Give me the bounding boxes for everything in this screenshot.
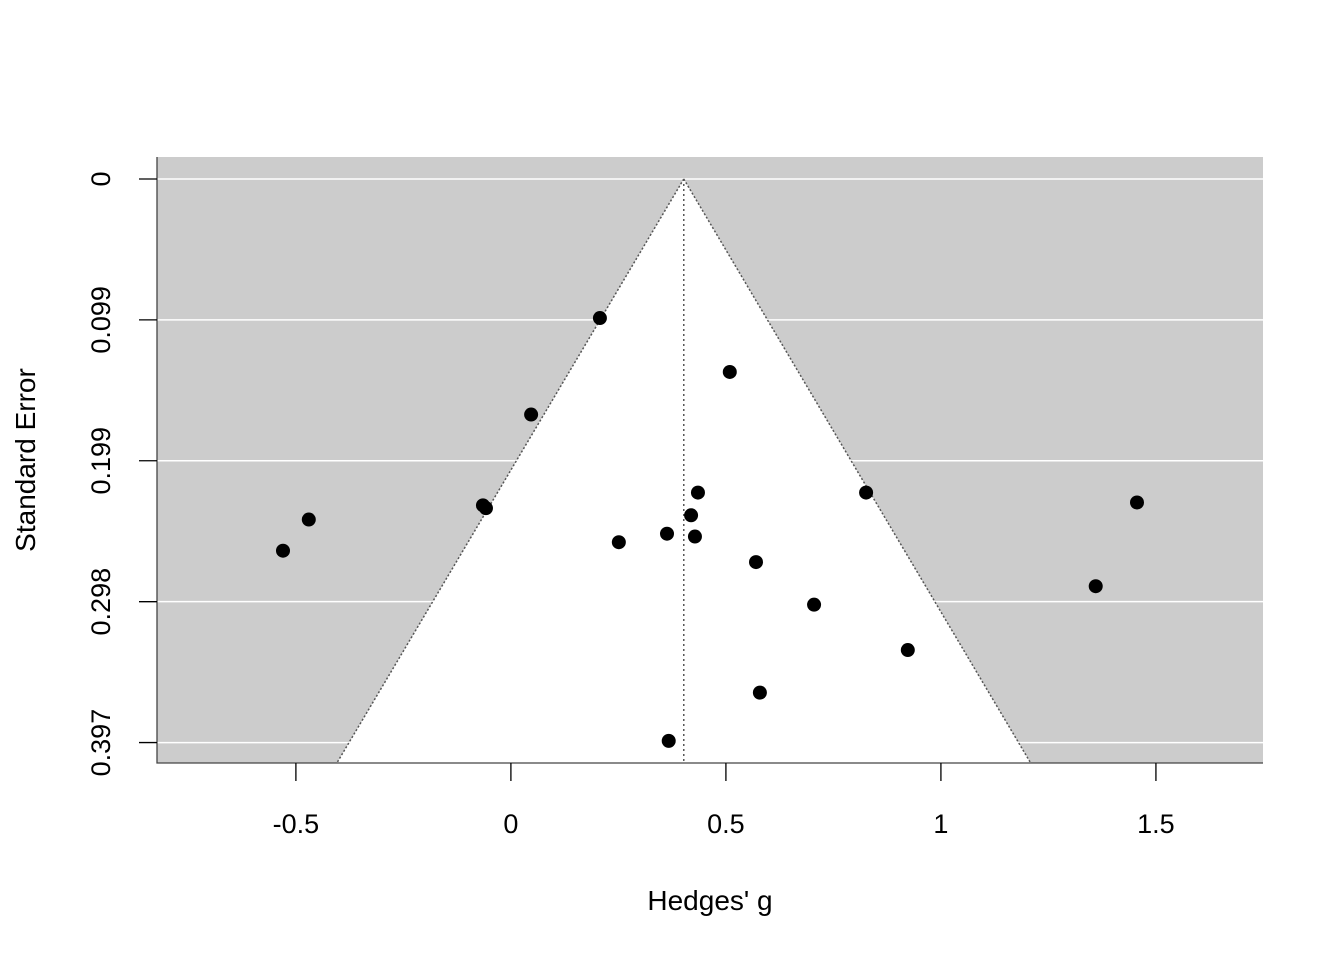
y-tick-label: 0.397 — [86, 709, 116, 777]
data-point — [752, 685, 767, 700]
data-point — [659, 526, 674, 541]
data-point — [690, 485, 705, 500]
x-tick-label: 1.5 — [1137, 809, 1175, 839]
x-tick-label: 0.5 — [707, 809, 745, 839]
funnel-left-edge — [336, 178, 685, 764]
data-point — [275, 543, 290, 558]
data-point — [900, 643, 915, 658]
y-tick-label: 0.199 — [86, 427, 116, 495]
data-point — [661, 733, 676, 748]
x-tick-label: 1 — [933, 809, 948, 839]
data-point — [684, 508, 699, 523]
x-tick-label: -0.5 — [273, 809, 320, 839]
y-tick-label: 0 — [86, 171, 116, 186]
funnel-right-edge — [683, 178, 1032, 764]
x-axis-label: Hedges' g — [647, 885, 772, 916]
funnel-region — [336, 178, 1031, 764]
data-point — [1130, 495, 1145, 510]
plot-frame — [156, 157, 1263, 764]
data-point — [478, 501, 493, 516]
data-point — [687, 529, 702, 544]
data-point — [524, 407, 539, 422]
data-point — [592, 311, 607, 326]
data-point — [807, 597, 822, 612]
data-point — [749, 555, 764, 570]
data-point — [859, 485, 874, 500]
x-tick-label: 0 — [503, 809, 518, 839]
y-tick-label: 0.099 — [86, 286, 116, 354]
data-point — [722, 364, 737, 379]
y-tick-label: 0.298 — [86, 568, 116, 636]
y-axis-label: Standard Error — [10, 368, 41, 552]
data-point — [611, 535, 626, 550]
data-point — [301, 512, 316, 527]
data-point — [1088, 579, 1103, 594]
